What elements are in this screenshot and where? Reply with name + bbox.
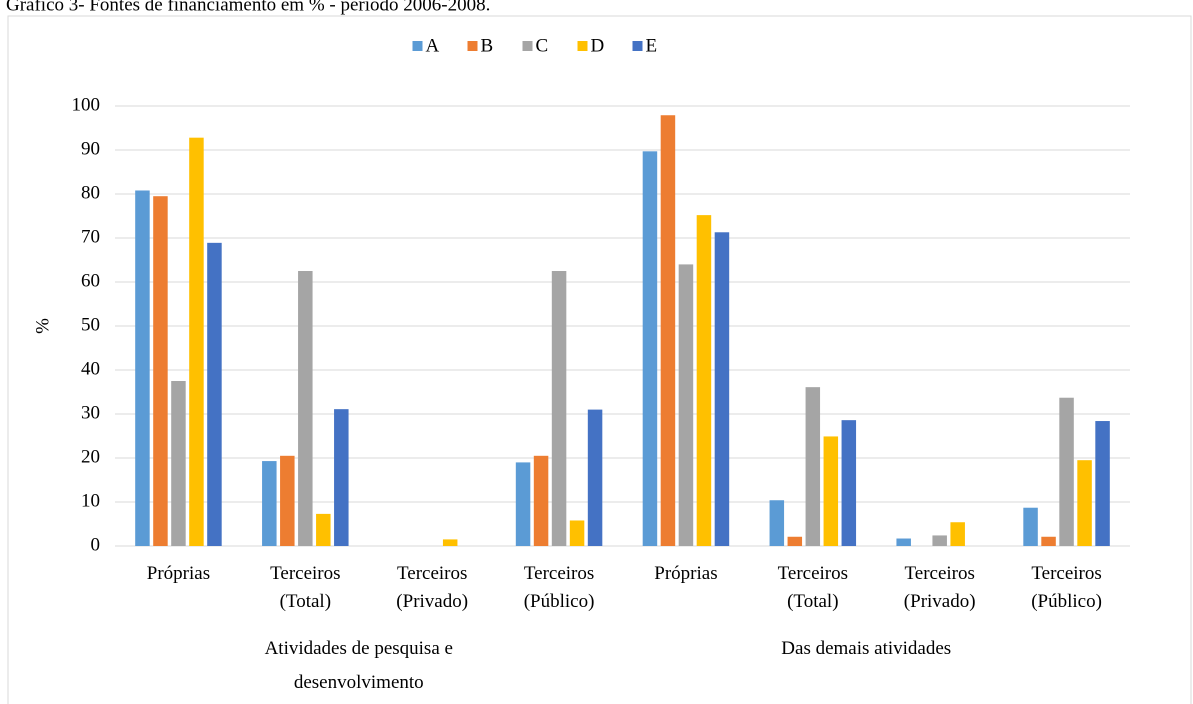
y-tick-label: 100 xyxy=(72,94,101,115)
bar xyxy=(787,536,803,546)
bar xyxy=(135,190,150,547)
y-tick-label: 0 xyxy=(91,534,101,555)
x-tick-label-line: Terceiros xyxy=(1031,563,1101,584)
bar xyxy=(841,420,857,546)
legend-swatch xyxy=(522,41,533,51)
bar xyxy=(153,196,168,546)
bar xyxy=(1059,397,1074,546)
bar xyxy=(950,522,965,546)
bar xyxy=(587,409,603,546)
x-tick-label-line: Próprias xyxy=(147,563,210,584)
x-tick-label: Terceiros (Público) xyxy=(1031,563,1102,612)
group-label-line: Das demais atividades xyxy=(781,638,951,659)
bar xyxy=(515,462,531,546)
bar xyxy=(1041,536,1056,546)
legend-swatch xyxy=(412,41,423,51)
bar xyxy=(171,381,186,546)
x-tick-label-line: Terceiros xyxy=(397,563,467,584)
x-tick-label: Terceiros (Privado) xyxy=(396,563,468,612)
x-tick-label-line: Terceiros xyxy=(270,563,340,584)
bar xyxy=(714,232,730,546)
y-tick-label: 70 xyxy=(81,226,100,247)
chart-title: Gráfico 3- Fontes de financiamento em % … xyxy=(6,0,490,15)
y-tick-label: 30 xyxy=(81,402,100,423)
bar xyxy=(316,513,331,546)
x-tick-label: Próprias xyxy=(654,563,717,584)
x-tick-label-line: Próprias xyxy=(654,563,717,584)
bar xyxy=(280,455,295,546)
legend-swatch xyxy=(577,41,588,51)
bar xyxy=(1023,507,1038,546)
bar xyxy=(262,461,277,546)
y-tick-label: 60 xyxy=(81,270,100,291)
group-label: Das demais atividades xyxy=(781,638,951,659)
bar xyxy=(660,115,676,547)
legend-label: C xyxy=(536,35,549,56)
y-tick-label: 20 xyxy=(81,446,100,467)
group-label-line: desenvolvimento xyxy=(294,672,424,693)
bar xyxy=(896,538,911,546)
bar xyxy=(1095,421,1110,546)
x-tick-label: Terceiros (Público) xyxy=(524,563,595,612)
bar xyxy=(207,242,222,546)
x-tick-label: Terceiros (Total) xyxy=(270,563,340,612)
bar xyxy=(678,264,694,546)
bar xyxy=(823,436,839,546)
x-tick-label-line: (Público) xyxy=(524,591,595,612)
x-tick-label: Próprias xyxy=(147,563,210,584)
bar xyxy=(696,215,712,546)
y-axis-label: % xyxy=(32,318,53,334)
bar xyxy=(442,539,458,546)
x-tick-label-line: (Total) xyxy=(787,591,838,612)
x-tick-label-line: (Privado) xyxy=(396,591,468,612)
legend-label: A xyxy=(426,35,440,56)
x-tick-label-line: (Público) xyxy=(1031,591,1102,612)
bar xyxy=(298,271,313,546)
bar xyxy=(189,137,204,546)
chart-border xyxy=(7,15,1192,704)
bar xyxy=(533,455,549,546)
bar xyxy=(769,500,785,546)
x-tick-label-line: Terceiros xyxy=(904,563,974,584)
y-tick-label: 50 xyxy=(81,314,100,335)
y-tick-label: 90 xyxy=(81,138,100,159)
x-tick-label: Terceiros (Total) xyxy=(778,563,848,612)
legend-label: B xyxy=(481,35,494,56)
x-tick-label-line: Terceiros xyxy=(778,563,848,584)
bar xyxy=(1077,460,1092,546)
bar xyxy=(551,271,567,546)
y-tick-label: 40 xyxy=(81,358,100,379)
x-tick-label-line: (Privado) xyxy=(904,591,976,612)
x-tick-label: Terceiros (Privado) xyxy=(904,563,976,612)
legend-label: E xyxy=(646,35,658,56)
legend-label: D xyxy=(591,35,605,56)
x-tick-label-line: (Total) xyxy=(280,591,331,612)
bar xyxy=(805,387,821,546)
group-label-line: Atividades de pesquisa e xyxy=(265,638,453,659)
bar xyxy=(642,151,658,546)
bar xyxy=(932,535,947,546)
y-tick-label: 10 xyxy=(81,490,100,511)
y-tick-label: 80 xyxy=(81,182,100,203)
legend-swatch xyxy=(467,41,478,51)
legend-swatch xyxy=(632,41,643,51)
bar xyxy=(334,409,349,546)
group-label: Atividades de pesquisa e desenvolvimento xyxy=(265,638,453,693)
x-tick-label-line: Terceiros xyxy=(524,563,594,584)
bar xyxy=(569,520,585,546)
